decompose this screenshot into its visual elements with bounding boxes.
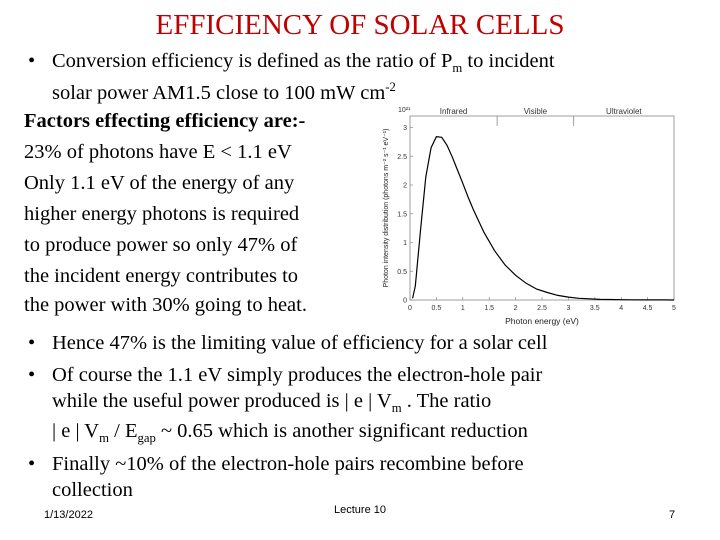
x-tick-label: 3.5 xyxy=(590,305,600,312)
x-tick-label: 4.5 xyxy=(643,305,653,312)
y-tick-label: 0 xyxy=(403,298,407,305)
series-line xyxy=(412,136,675,301)
x-tick-label: 0 xyxy=(408,305,412,312)
factor-line: 23% of photons have E < 1.1 eV xyxy=(24,141,292,163)
bullet-text-line2: collection xyxy=(52,479,133,501)
x-tick-label: 1 xyxy=(461,305,465,312)
x-tick-label: 1.5 xyxy=(484,305,494,312)
x-tick-label: 2 xyxy=(514,305,518,312)
bullet-dot: • xyxy=(28,50,36,72)
bullet-text-line1: Of course the 1.1 eV simply produces the… xyxy=(52,364,543,386)
x-axis-label: Photon energy (eV) xyxy=(505,316,579,326)
factor-line: to produce power so only 47% of xyxy=(24,234,298,256)
x-tick-label: 2.5 xyxy=(537,305,547,312)
x-tick-label: 3 xyxy=(566,305,570,312)
y-multiplier: 10²¹ xyxy=(398,107,411,114)
y-tick-label: 0.5 xyxy=(397,269,407,276)
y-tick-label: 1 xyxy=(403,240,407,247)
bullet-text-line1: Finally ~10% of the electron-hole pairs … xyxy=(52,453,524,475)
y-tick-label: 2 xyxy=(403,183,407,190)
bullet-text-line3: | e | Vm / Egap ~ 0.65 which is another … xyxy=(52,420,528,446)
footer-date: 1/13/2022 xyxy=(44,509,93,521)
region-label: Ultraviolet xyxy=(606,107,642,116)
plot-frame xyxy=(409,115,675,301)
chart-svg: Infrared Visible Ultraviolet 10²¹ 0 0.5 1 1.5 2 2… xyxy=(383,107,676,326)
region-label: Infrared xyxy=(440,107,468,116)
bullet-dot: • xyxy=(28,332,36,354)
factor-line: the power with 30% going to heat. xyxy=(24,294,307,316)
bullet-text-line2: while the useful power produced is | e |… xyxy=(52,390,492,416)
y-axis-label: Photon intensity distribution (photons m… xyxy=(383,129,390,288)
footer-lecture: Lecture 10 xyxy=(334,504,386,516)
factor-line: higher energy photons is required xyxy=(24,203,300,225)
factors-heading: Factors effecting efficiency are:- xyxy=(24,110,306,132)
factor-line: the incident energy contributes to xyxy=(24,265,299,287)
region-label: Visible xyxy=(524,107,548,116)
photon-distribution-chart: Infrared Visible Ultraviolet 10²¹ 0 0.5 1 1.5 2 2… xyxy=(374,98,690,332)
bullet-dot: • xyxy=(28,364,36,386)
slide-title: EFFICIENCY OF SOLAR CELLS xyxy=(155,9,565,41)
bullet-text: Hence 47% is the limiting value of effic… xyxy=(52,332,548,354)
y-tick-label: 1.5 xyxy=(397,211,407,218)
bullet-text-line1: Conversion efficiency is defined as the … xyxy=(52,50,555,76)
y-tick-label: 2.5 xyxy=(397,154,407,161)
bullet-text-line2: solar power AM1.5 close to 100 mW cm-2 xyxy=(52,80,396,104)
x-tick-label: 4 xyxy=(619,305,623,312)
y-tick-label: 3 xyxy=(403,125,407,132)
x-tick-label: 5 xyxy=(672,305,676,312)
factor-line: Only 1.1 eV of the energy of any xyxy=(24,172,295,194)
bullet-dot: • xyxy=(28,453,36,475)
x-tick-label: 0.5 xyxy=(432,305,442,312)
footer-page-number: 7 xyxy=(669,509,676,521)
